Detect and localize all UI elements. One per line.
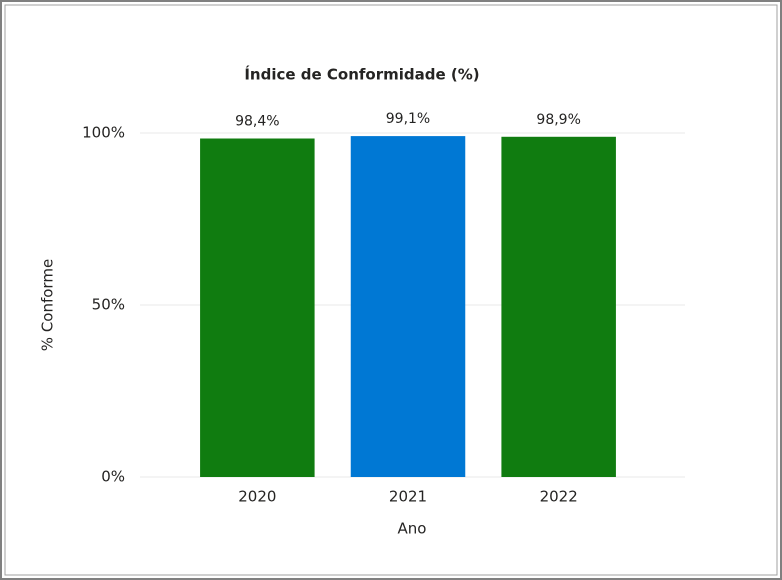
y-tick-label: 100%: [82, 124, 125, 142]
bar: [350, 136, 466, 477]
y-axis-label: % Conforme: [39, 259, 57, 351]
x-tick-label: 2021: [389, 488, 427, 506]
bar: [501, 136, 616, 477]
x-axis-label: Ano: [398, 520, 427, 538]
y-tick-label: 50%: [92, 296, 125, 314]
chart-title: Índice de Conformidade (%): [244, 65, 479, 84]
x-tick-label: 2020: [238, 488, 276, 506]
data-label: 98,4%: [235, 114, 279, 130]
frame-inner: [4, 4, 778, 576]
x-tick-label: 2022: [540, 488, 578, 506]
bar: [200, 138, 315, 477]
data-label: 98,9%: [536, 112, 580, 128]
y-tick-label: 0%: [101, 468, 125, 486]
data-label: 99,1%: [386, 111, 430, 127]
